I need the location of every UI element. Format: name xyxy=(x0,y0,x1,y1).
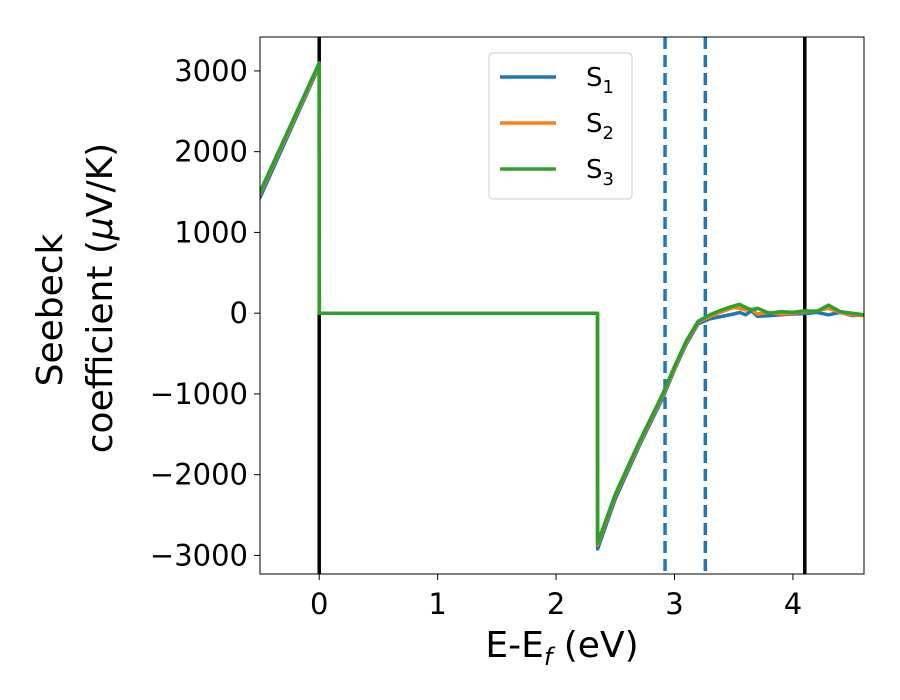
legend: S1 S2 S3 xyxy=(488,52,633,200)
x-tick-label: 2 xyxy=(547,587,565,621)
legend-box xyxy=(488,52,633,200)
y-tick-label: 1000 xyxy=(174,215,248,249)
legend-label-2: S2 xyxy=(586,109,614,144)
x-tick-label: 4 xyxy=(784,587,802,621)
y-axis-label-line1: Seebeck xyxy=(30,233,71,386)
y-axis-label-unit: V/K) xyxy=(80,143,121,217)
y-tick-label: −2000 xyxy=(150,458,248,492)
x-tick-label: 0 xyxy=(310,587,328,621)
x-axis-label-unit: (eV) xyxy=(552,625,638,666)
y-axis-label-text: coefficient ( xyxy=(80,240,121,453)
y-axis-label-line2: coefficient (μV/K) xyxy=(80,143,121,453)
y-axis-label-mu: μ xyxy=(80,217,121,241)
x-tick-label: 3 xyxy=(665,587,683,621)
x-axis-ticks: 0 1 2 3 4 xyxy=(310,574,802,621)
x-axis-label: E-Ef (eV) xyxy=(485,625,638,671)
series-lines xyxy=(260,61,864,551)
x-tick-label: 1 xyxy=(428,587,446,621)
y-tick-label: 0 xyxy=(230,296,248,330)
series-line-3 xyxy=(260,61,864,546)
y-tick-label: 2000 xyxy=(174,135,248,169)
y-tick-label: −1000 xyxy=(150,377,248,411)
legend-label-3: S3 xyxy=(586,155,614,190)
plot-frame xyxy=(259,36,865,575)
y-tick-label: 3000 xyxy=(174,54,248,88)
x-axis-label-main: E-E xyxy=(485,625,543,666)
y-axis-ticks: −3000 −2000 −1000 0 1000 2000 3000 xyxy=(150,54,260,572)
y-tick-label: −3000 xyxy=(150,538,248,572)
legend-label-1: S1 xyxy=(586,63,614,98)
